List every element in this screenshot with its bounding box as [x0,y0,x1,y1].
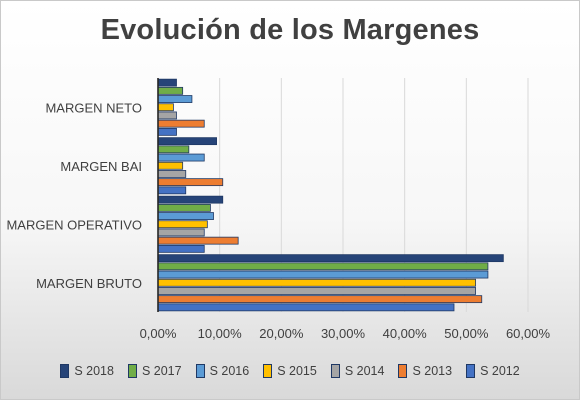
bar [157,262,489,271]
legend-label: S 2015 [277,364,317,378]
y-category-label: MARGEN BRUTO [36,276,142,291]
bar [157,86,184,95]
legend-swatch [263,364,273,378]
legend-item: S 2017 [127,364,182,378]
bar [157,236,239,245]
legend-item: S 2014 [330,364,385,378]
y-category-label: MARGEN NETO [45,100,142,115]
bar [157,270,489,279]
legend-label: S 2016 [209,364,250,378]
legend-swatch [127,364,137,378]
legend-swatch [195,364,205,378]
legend-label: S 2017 [141,364,182,378]
legend-item: S 2015 [263,364,317,378]
x-tick-label: 60,00% [506,326,551,341]
bar [157,95,193,103]
bar [157,119,205,128]
bar [157,78,177,87]
bar [157,303,455,312]
x-tick-label: 50,00% [444,326,489,341]
bar [157,278,476,287]
bar [157,178,224,187]
legend-label: S 2013 [412,364,453,378]
x-tick-label: 20,00% [259,326,304,341]
legend-label: S 2018 [74,364,114,378]
legend-swatch [330,364,340,378]
bar [157,212,214,220]
legend-item: S 2013 [398,364,452,378]
legend-swatch [466,364,476,378]
bar [157,137,217,146]
y-category-label: MARGEN BAI [60,159,142,174]
bar [157,186,187,195]
bar [157,203,211,212]
bar [157,220,208,229]
bar [157,295,483,304]
chart-legend: S 2018 S 2017 S 2016 S 2015 S 2014 S 2013 S 20… [0,364,580,378]
legend-label: S 2012 [480,364,520,378]
bar [157,127,177,136]
legend-item: S 2012 [466,364,520,378]
bar [157,254,504,263]
y-category-label: MARGEN OPERATIVO [6,217,142,232]
legend-item: S 2016 [195,364,250,378]
x-tick-label: 30,00% [321,326,366,341]
x-tick-label: 0,00% [140,326,177,341]
bar [157,111,177,120]
legend-swatch [60,364,70,378]
bar [157,103,174,112]
bar [157,161,184,170]
bar [157,195,224,204]
bar [157,244,205,253]
legend-swatch [398,364,408,378]
bar [157,228,205,237]
bar [157,153,205,162]
legend-label: S 2014 [344,364,385,378]
x-tick-label: 10,00% [198,326,243,341]
bar [157,287,476,295]
bar [157,170,187,178]
x-tick-label: 40,00% [383,326,428,341]
chart-title: Evolución de los Margenes [100,14,480,46]
bar [157,145,190,154]
legend-item: S 2018 [60,364,114,378]
